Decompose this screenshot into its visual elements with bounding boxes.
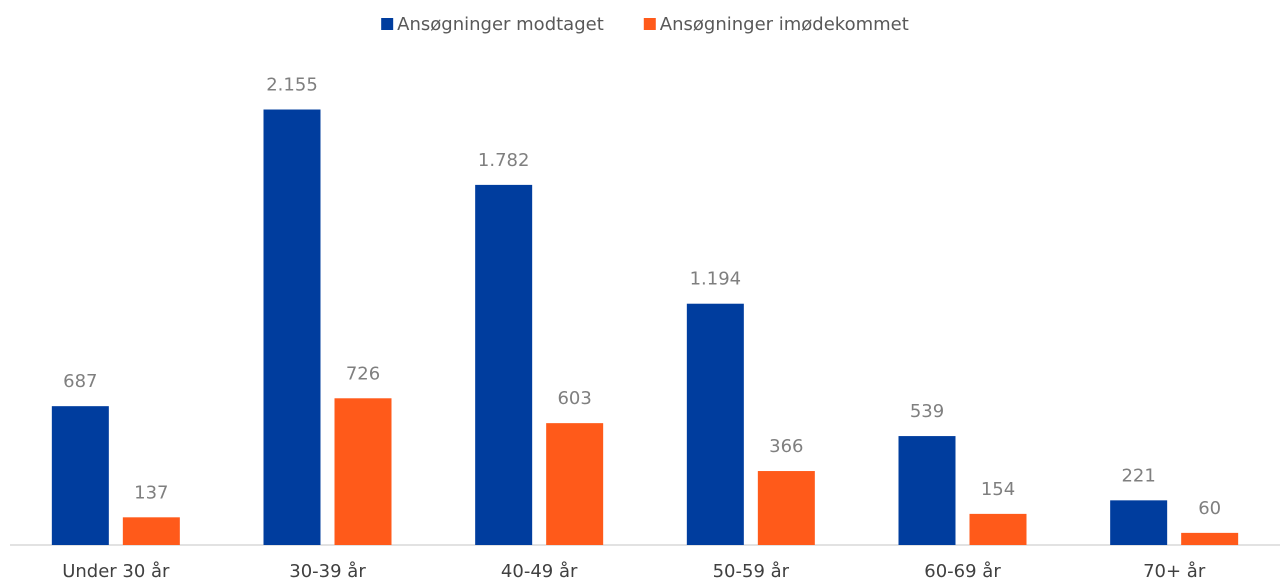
data-label: 221 xyxy=(1121,465,1155,486)
data-label: 1.782 xyxy=(478,150,530,171)
bar xyxy=(1110,500,1168,545)
x-tick-label: 70+ år xyxy=(1143,561,1206,582)
bar xyxy=(898,436,956,545)
bar xyxy=(122,517,180,545)
bar xyxy=(263,109,321,546)
legend-swatch xyxy=(381,18,394,30)
bar xyxy=(334,398,392,545)
x-tick-label: 30-39 år xyxy=(289,561,366,582)
data-label: 2.155 xyxy=(266,75,318,96)
x-tick-label: 50-59 år xyxy=(713,561,790,582)
x-tick-label: Under 30 år xyxy=(62,561,170,582)
data-label: 137 xyxy=(134,482,168,503)
data-label: 603 xyxy=(557,388,591,409)
x-tick-label: 40-49 år xyxy=(501,561,578,582)
bar xyxy=(686,303,744,545)
bar xyxy=(546,423,604,545)
bar xyxy=(969,513,1027,545)
data-label: 366 xyxy=(769,436,803,457)
bar xyxy=(1181,532,1239,545)
data-label: 1.194 xyxy=(690,269,742,290)
data-label: 154 xyxy=(981,479,1015,500)
bar xyxy=(757,471,815,545)
data-label: 539 xyxy=(910,401,944,422)
legend-label: Ansøgninger modtaget xyxy=(397,14,604,35)
x-tick-label: 60-69 år xyxy=(924,561,1001,582)
legend-label: Ansøgninger imødekommet xyxy=(660,14,909,35)
data-label: 687 xyxy=(63,371,97,392)
bar xyxy=(51,406,109,545)
legend-swatch xyxy=(643,18,656,30)
bar xyxy=(475,184,533,545)
data-label: 726 xyxy=(346,363,380,384)
data-label: 60 xyxy=(1198,498,1221,519)
